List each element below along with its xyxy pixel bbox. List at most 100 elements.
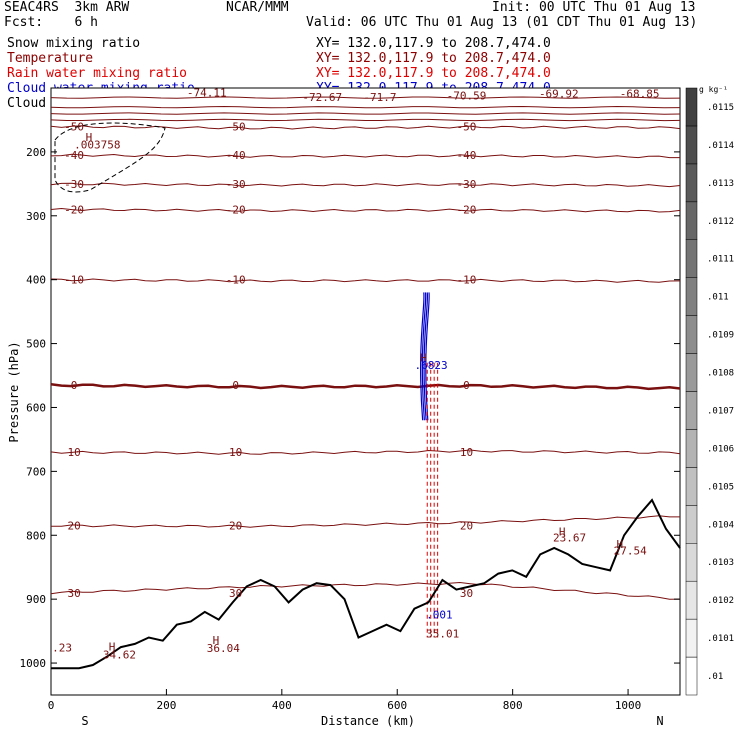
cloud-water-contour [420,292,425,421]
colorbar-swatch [685,315,698,354]
isotherm-line [50,449,681,455]
temperature-label: -68.85 [620,88,660,101]
extremum-label: H [617,538,624,551]
colorbar-swatch [685,277,698,316]
field-xy-range: XY= 132.0,117.9 to 208.7,474.0 [316,66,551,81]
colorbar-tick-label: .01 [707,672,723,682]
colorbar-swatch [685,580,698,620]
extremum-label: .001 [426,608,453,621]
forecast-hour: Fcst: 6 h [4,15,98,30]
x-tick-label: 400 [272,699,292,712]
isotherm-line [50,96,681,99]
colorbar-tick-label: .0103 [707,558,734,568]
colorbar-tick-label: .0111 [707,255,734,265]
field-label: Rain water mixing ratio [7,66,188,81]
isotherm-label: 30 [460,587,473,600]
isotherm-line [50,105,681,109]
temperature-label: -72.67 [302,91,342,104]
plot-frame [50,87,681,696]
colorbar-swatch [685,125,698,165]
colorbar-swatch [685,353,698,392]
colorbar-tick-label: .0106 [707,444,734,454]
extremum-label: H [559,525,566,538]
isotherm-line [50,118,681,122]
isotherm-label: -10 [64,274,84,287]
extremum-label: H [213,634,220,647]
colorbar-tick-label: .0105 [707,482,734,492]
x-tick-label: 800 [503,699,523,712]
y-tick-label: 600 [26,401,46,414]
colorbar-swatch [685,656,698,696]
colorbar-tick-label: .0101 [707,634,734,644]
y-tick-label: 200 [26,146,46,159]
label-layer: -50 -50 -50 -40 -40 -40 -30 -30 -30 -20 -20 -20 -10 -… [52,86,659,661]
isotherm-label: -50 [64,120,84,133]
isotherm-label: -40 [457,149,477,162]
field-label: Snow mixing ratio [7,36,141,51]
x-axis-label: Distance (km) [321,714,415,728]
isotherm-label: -30 [457,178,477,191]
isotherm-label: 20 [67,520,80,533]
axis-layer: 0 200 400 600 800 100020030040050060070080090… [20,146,680,712]
isotherm-label: 30 [229,587,242,600]
colorbar-tick-label: .0102 [707,596,734,606]
y-tick-label: 500 [26,338,46,351]
colorbar-tick-label: .0114 [707,141,734,151]
y-tick-label: 900 [26,593,46,606]
storm-contours [420,292,439,638]
isotherm-label: -50 [457,120,477,133]
isotherm-line [51,515,680,528]
extremum-label: 35.01 [426,627,459,640]
isotherm-label: -20 [64,203,84,216]
y-tick-label: 400 [26,274,46,287]
init-time: Init: 00 UTC Thu 01 Aug 13 [492,0,696,15]
extremum-label: .003758 [74,139,120,152]
y-tick-label: 1000 [20,657,47,670]
isotherm-label: -30 [226,178,246,191]
colorbar-swatch [685,505,698,544]
field-xy-range: XY= 132.0,117.9 to 208.7,474.0 [316,51,551,66]
isotherm-line [50,382,681,391]
x-tick-label: 200 [156,699,176,712]
cloud-water-contour [423,292,429,421]
colorbar-tick-label: .0115 [707,103,734,113]
valid-time: Valid: 06 UTC Thu 01 Aug 13 (01 CDT Thu … [306,15,698,30]
colorbar-swatch [685,543,698,582]
isotherm-line [50,182,681,188]
temperature-label: -69.92 [539,88,579,101]
snow-contour [54,122,166,193]
isotherm-label: 0 [232,379,239,392]
y-axis-label: Pressure (hPa) [7,341,21,442]
colorbar-unit: g kg⁻¹ [699,85,728,94]
isotherm-label: -20 [457,203,477,216]
temperature-label: -74.11 [187,86,227,99]
colorbar-tick-label: .0112 [707,217,734,227]
cloud-water-contour [421,292,427,421]
extremum-label: H [109,640,116,653]
isotherm-line [50,207,681,213]
temperature-label: -71.7 [363,91,396,104]
y-tick-label: 700 [26,465,46,478]
extremum-label: 27.54 [614,544,647,557]
isotherm-label: -10 [226,274,246,287]
colorbar-tick-label: .011 [707,293,729,303]
x-tick-label: 1000 [615,699,642,712]
colorbar-tick-label: .0113 [707,179,734,189]
extremum-label: 34.62 [103,649,136,662]
colorbar-swatch [685,467,698,506]
isotherm-line [50,112,681,115]
x-tick-label: 600 [387,699,407,712]
y-tick-label: 800 [26,529,46,542]
extremum-label: 23.67 [553,532,586,545]
colorbar-swatch [685,163,698,203]
isotherm-label: 20 [460,520,473,533]
extremum-label: 36.04 [207,642,240,655]
extremum-label: .6823 [415,359,448,372]
field-label: Temperature [7,51,94,66]
extremum-label: H [86,131,93,144]
isotherm-line [50,581,681,600]
isotherm-label: -10 [457,274,477,287]
extremum-label: .23 [52,642,72,655]
isotherm-label: -20 [226,203,246,216]
isotherm-line [50,278,681,283]
